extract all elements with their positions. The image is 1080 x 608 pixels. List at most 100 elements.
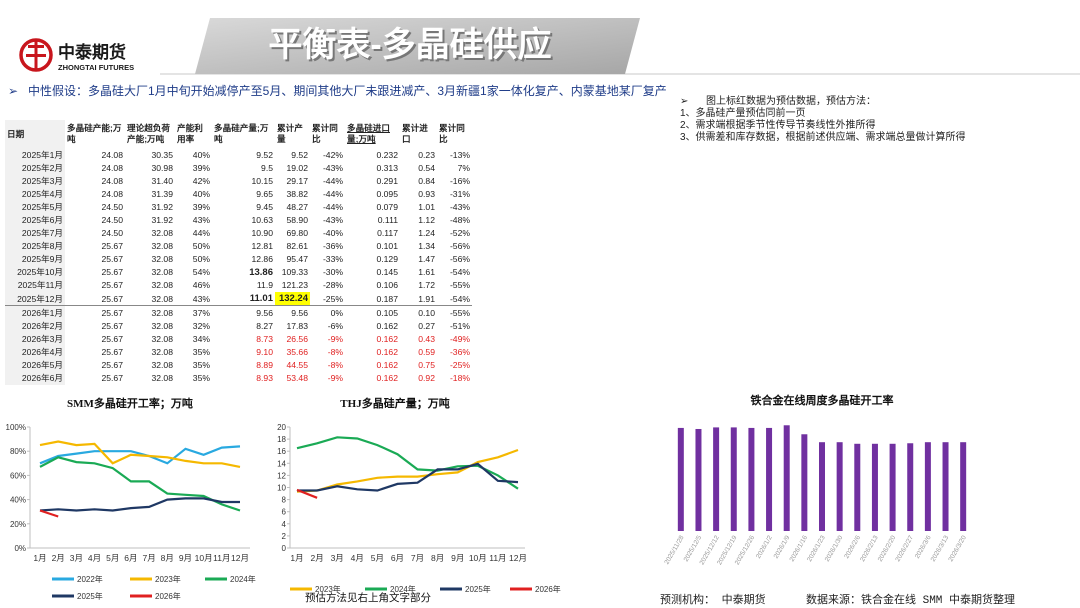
table-cell: 25.67 — [101, 320, 123, 331]
table-cell: 25.67 — [101, 280, 123, 291]
x-tick-label: 1月 — [290, 553, 303, 563]
table-cell: 24.50 — [101, 215, 123, 226]
table-cell: 32.08 — [151, 254, 173, 265]
bar — [889, 443, 896, 531]
table-cell: 24.08 — [101, 162, 123, 173]
table-cell: 31.92 — [151, 201, 173, 212]
legend-label: 2022年 — [77, 574, 103, 584]
table-cell: -6% — [327, 320, 343, 331]
table-cell: 132.24 — [275, 292, 310, 306]
x-tick-label: 8月 — [431, 553, 444, 563]
chart-title: SMM多晶硅开工率；万吨 — [67, 396, 193, 410]
column-header: 累计同比 — [312, 123, 338, 144]
bar — [819, 442, 825, 531]
table-cell: 48.27 — [286, 201, 308, 212]
legend-label: 2025年 — [465, 584, 491, 594]
y-tick-label: 60% — [10, 471, 26, 480]
table-cell: 46% — [192, 280, 210, 291]
table-cell: 9.52 — [291, 149, 308, 160]
x-tick-label: 3月 — [70, 553, 83, 563]
table-cell: -8% — [327, 360, 343, 371]
x-tick-label: 2026/2/6 — [843, 534, 862, 560]
x-tick-label: 2026/1/2 — [755, 534, 774, 560]
logo-cn: 中泰期货 — [58, 42, 126, 62]
x-tick-label: 1月 — [33, 553, 46, 563]
table-cell: -33% — [322, 254, 343, 265]
table-cell: 10.90 — [251, 228, 273, 239]
column-header: 理论超负荷产能;万吨 — [127, 123, 170, 144]
table-cell: 0.105 — [345, 305, 400, 320]
series-line — [39, 445, 241, 465]
series-line — [296, 488, 318, 499]
table-cell: 32.08 — [151, 267, 173, 278]
x-tick-label: 2月 — [52, 553, 65, 563]
x-tick-label: 7月 — [411, 553, 424, 563]
table-cell: 40% — [192, 188, 210, 199]
table-cell: 30.98 — [151, 162, 173, 173]
series-line — [39, 497, 240, 512]
table-cell: -55% — [449, 280, 470, 291]
table-cell: 53.48 — [286, 373, 308, 384]
table-cell: 9.45 — [256, 201, 273, 212]
bar — [677, 427, 684, 531]
table-cell: 0.145 — [376, 267, 398, 278]
x-tick-label: 3月 — [331, 553, 344, 563]
table-cell: 9.65 — [256, 188, 273, 199]
table-cell: -31% — [449, 188, 470, 199]
table-cell: -55% — [437, 305, 472, 320]
x-tick-label: 12月 — [509, 553, 527, 563]
table-cell: 121.23 — [281, 280, 308, 291]
x-tick-label: 11月 — [489, 553, 506, 563]
table-cell: 2025年11月 — [5, 278, 65, 293]
table-cell: -42% — [322, 149, 343, 160]
table-cell: 2025年1月 — [5, 148, 65, 162]
table-cell: 32% — [192, 320, 210, 331]
table-cell: -49% — [449, 333, 470, 344]
method-note: ➢ 图上标红数据为预估数据，预估方法： 1、多晶硅产量预估同前一页 2、需求端根据… — [680, 96, 980, 144]
table-cell: 2026年3月 — [5, 332, 65, 346]
table-cell: 0.291 — [376, 175, 398, 186]
table-cell: 12.86 — [251, 254, 273, 265]
table-cell: 0.162 — [376, 333, 398, 344]
x-tick-label: 2026/3/6 — [914, 534, 933, 560]
table-cell: 0% — [310, 305, 345, 320]
table-cell: -36% — [322, 241, 343, 252]
table-cell: 2025年6月 — [5, 213, 65, 227]
table-cell: -51% — [449, 320, 470, 331]
table-cell: 0.27 — [418, 320, 435, 331]
table-cell: 2025年5月 — [5, 200, 65, 214]
table-row: 2025年12月 25.67 32.08 43% 11.01 132.24 -25% 0.18… — [5, 292, 472, 306]
table-cell: 24.50 — [101, 228, 123, 239]
x-tick-label: 6月 — [124, 553, 137, 563]
table-cell: 2026年1月 — [5, 305, 65, 320]
logo — [19, 38, 53, 72]
method-line: 1、多晶硅产量预估同前一页 — [680, 108, 806, 119]
bar — [960, 442, 967, 531]
bar — [854, 443, 861, 531]
table-cell: 1.24 — [418, 228, 435, 239]
table-row: 2026年3月 25.67 32.08 34% 8.73 26.56 -9% 0.162 0.4… — [5, 332, 472, 346]
table-cell: -43% — [322, 162, 343, 173]
table: 日期 多晶硅产能;万吨 理论超负荷产能;万吨 产能利用率 多晶硅产量;万吨 累计产量 累计同… — [5, 120, 472, 385]
legend-label: 2026年 — [155, 591, 181, 601]
table-cell: 10.63 — [251, 215, 273, 226]
table-cell: -54% — [449, 267, 470, 278]
bar — [801, 434, 808, 531]
table-cell: 32.08 — [151, 320, 173, 331]
y-tick-label: 0% — [14, 544, 26, 553]
table-cell: 35% — [192, 360, 210, 371]
table-cell: 40% — [192, 149, 210, 160]
table-cell: 32.08 — [151, 241, 173, 252]
table-row: 2026年6月 25.67 32.08 35% 8.93 53.48 -9% 0.162 0.9… — [5, 371, 472, 385]
table-cell: -44% — [322, 175, 343, 186]
table-cell: 24.08 — [101, 175, 123, 186]
table-cell: 32.08 — [151, 373, 173, 384]
table-cell: 2026年5月 — [5, 358, 65, 372]
table-cell: 31.40 — [151, 175, 173, 186]
table-cell: -30% — [322, 267, 343, 278]
table-cell: -44% — [322, 188, 343, 199]
bar — [836, 442, 843, 531]
table-cell: 44.55 — [286, 360, 308, 371]
x-tick-label: 8月 — [161, 553, 174, 563]
